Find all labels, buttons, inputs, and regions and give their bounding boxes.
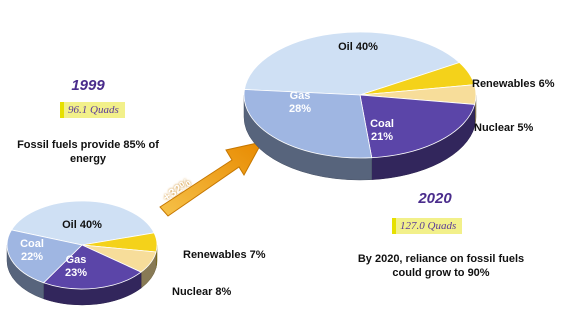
slice-label-gas-1999: Gas 23%: [64, 254, 88, 279]
pie-slice-gas: [243, 89, 373, 159]
slice-label-coal-2020: Coal 21%: [370, 118, 394, 143]
pie-slice-oil: [243, 31, 461, 96]
quads-2020: 127.0 Quads: [392, 218, 463, 234]
slice-label-renewables-1999: Renewables 7%: [183, 249, 266, 261]
pie-2020: [243, 31, 477, 181]
quads-1999: 96.1 Quads: [60, 102, 125, 118]
caption-2020: By 2020, reliance on fossil fuels could …: [357, 253, 525, 279]
pie-slice-coal: [359, 94, 476, 159]
year-1999: 1999: [71, 77, 105, 94]
slice-label-oil-2020: Oil 40%: [338, 41, 378, 53]
pie-slice-oil: [10, 200, 155, 246]
slice-label-oil-1999: Oil 40%: [62, 219, 102, 231]
year-2020: 2020: [418, 190, 452, 207]
slice-label-gas-2020: Gas 28%: [288, 90, 312, 115]
slice-label-nuclear-1999: Nuclear 8%: [172, 286, 232, 298]
pie-1999: [6, 200, 158, 306]
slice-label-renewables-2020: Renewables 6%: [472, 78, 555, 90]
pie-slice-gas: [42, 244, 142, 290]
caption-1999: Fossil fuels provide 85% of energy: [17, 139, 159, 165]
slice-label-coal-1999: Coal 22%: [20, 238, 44, 263]
growth-arrow: [159, 141, 263, 217]
slice-label-nuclear-2020: Nuclear 5%: [474, 122, 534, 134]
pie-slice-coal: [6, 229, 83, 284]
